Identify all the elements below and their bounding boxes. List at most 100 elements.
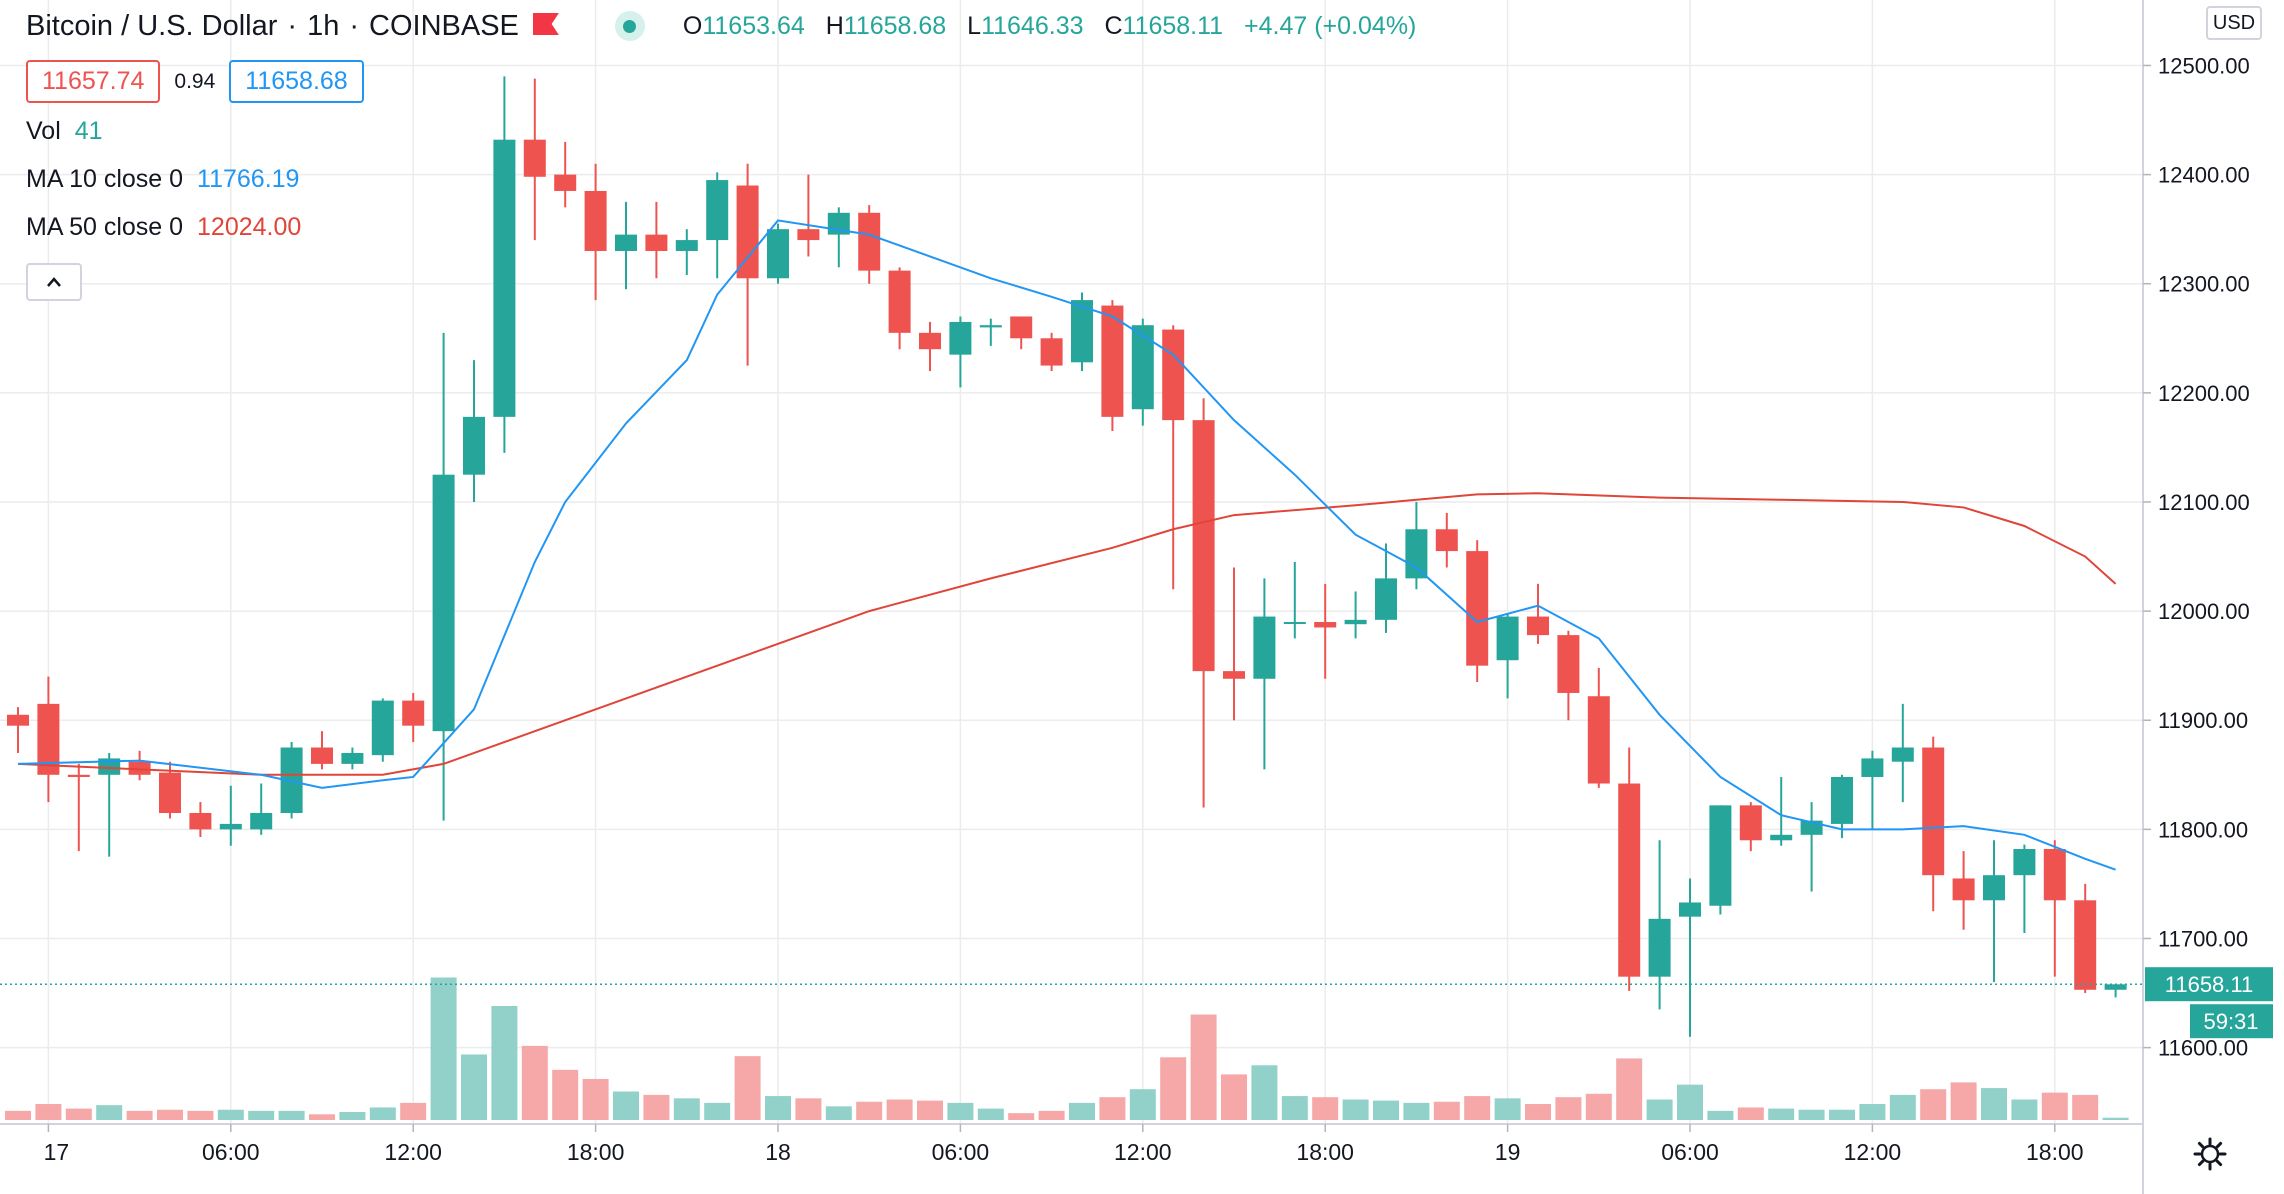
- buy-price-button[interactable]: 11658.68: [229, 60, 364, 103]
- candle-body: [1435, 529, 1458, 552]
- currency-button[interactable]: USD: [2206, 6, 2262, 40]
- volume-bar: [217, 1109, 244, 1120]
- high-label: H: [825, 11, 844, 40]
- volume-bar: [1585, 1093, 1612, 1120]
- volume-bar: [126, 1110, 153, 1120]
- volume-bar: [886, 1099, 913, 1120]
- candle-body: [2013, 849, 2036, 876]
- ma50-line: [17, 492, 2117, 776]
- volume-bar: [673, 1098, 700, 1120]
- volume-bar: [734, 1056, 761, 1120]
- close-value: 11658.11: [1122, 11, 1224, 40]
- open-value: 11653.64: [702, 11, 805, 40]
- time-axis[interactable]: 17 06:00 12:00 18:00 18 06:00 12:00 18:00 19 06:0…: [44, 1124, 2084, 1165]
- candle-body: [1405, 529, 1428, 579]
- volume-bar: [1646, 1099, 1673, 1120]
- volume-bar: [1190, 1014, 1217, 1120]
- volume-bar: [35, 1104, 62, 1120]
- last-price-label: 11658.11 59:31: [2145, 967, 2273, 1039]
- volume-bar: [1373, 1100, 1399, 1120]
- price-tick-label: 11800.00: [2158, 817, 2248, 842]
- candle-body: [432, 474, 455, 732]
- high-value: 11658.68: [843, 11, 947, 40]
- candle-body: [1891, 747, 1914, 762]
- volume-bar: [1433, 1101, 1460, 1120]
- candle-body: [706, 180, 729, 241]
- candle-body: [1344, 619, 1367, 625]
- last-price-value: 11658.11: [2165, 972, 2254, 997]
- volume-bar: [65, 1108, 92, 1120]
- volume-bar: [2041, 1092, 2068, 1120]
- sell-price-button[interactable]: 11657.74: [26, 60, 161, 103]
- volume-bar: [1251, 1065, 1278, 1120]
- candle-body: [7, 714, 29, 726]
- time-tick-label: 06:00: [1661, 1139, 1719, 1165]
- open-label: O: [682, 11, 703, 40]
- candle-body: [858, 212, 881, 271]
- volume-bar: [1525, 1104, 1551, 1120]
- volume-bars: [5, 977, 2129, 1120]
- volume-bar: [309, 1114, 335, 1120]
- volume-bar: [248, 1110, 275, 1120]
- candle-body: [949, 321, 972, 355]
- time-tick-label: 06:00: [202, 1139, 260, 1165]
- candle-body: [1587, 696, 1610, 784]
- candle-body: [1253, 616, 1276, 679]
- close-label: C: [1104, 11, 1123, 40]
- candle-body: [1648, 918, 1671, 977]
- interval[interactable]: 1h: [307, 9, 340, 42]
- volume-bar: [1889, 1094, 1916, 1120]
- candle-body: [2104, 984, 2127, 990]
- volume-bar: [278, 1110, 305, 1120]
- volume-bar: [1008, 1113, 1035, 1120]
- candle-body: [37, 703, 60, 775]
- volume-bar: [825, 1106, 852, 1120]
- candle-body: [1922, 747, 1945, 876]
- symbol-name[interactable]: Bitcoin / U.S. Dollar: [26, 9, 278, 42]
- candle-body: [1131, 325, 1154, 410]
- candle-body: [645, 234, 668, 251]
- candle-body: [554, 174, 577, 191]
- indicator-ma50[interactable]: MA 50 close 0 12024.00: [26, 213, 1430, 247]
- candle-body: [311, 747, 333, 764]
- separator: ·: [349, 9, 360, 42]
- volume-bar: [1129, 1089, 1156, 1120]
- candle-body: [1010, 316, 1033, 339]
- flag-icon[interactable]: [532, 13, 559, 35]
- volume-bar: [1312, 1097, 1339, 1120]
- volume-bar: [552, 1069, 579, 1120]
- volume-bar: [1950, 1082, 1977, 1120]
- price-tick-label: 12200.00: [2158, 381, 2250, 406]
- collapse-legend-button[interactable]: [26, 263, 82, 301]
- volume-bar: [1981, 1088, 2007, 1120]
- volume-bar: [96, 1105, 123, 1120]
- candle-body: [675, 240, 698, 251]
- candle-body: [159, 772, 181, 813]
- volume-bar: [1342, 1099, 1369, 1120]
- volume-bar: [339, 1112, 366, 1120]
- candle-body: [371, 700, 394, 756]
- candle-body: [1983, 875, 2005, 901]
- volume-bar: [977, 1108, 1004, 1120]
- ohlc-values: O11653.64 H11658.68 L11646.33 C11658.11 …: [683, 12, 1430, 41]
- candle-body: [2074, 900, 2097, 990]
- candle-body: [919, 332, 941, 350]
- gear-icon[interactable]: [2190, 1134, 2230, 1174]
- volume-bar: [1798, 1109, 1825, 1120]
- indicator-vol[interactable]: Vol 41: [26, 117, 1430, 151]
- symbol-title-row: Bitcoin / U.S. Dollar · 1h · COINBASE O1…: [26, 6, 1430, 46]
- indicator-ma10[interactable]: MA 10 close 0 11766.19: [26, 165, 1430, 199]
- price-axis[interactable]: 11600.00 11700.00 11800.00 11900.00 12000.00…: [2143, 53, 2250, 1061]
- candle-body: [888, 270, 911, 333]
- candle-body: [1831, 776, 1853, 824]
- volume-bar: [491, 1006, 518, 1120]
- price-tick-label: 12000.00: [2158, 599, 2250, 624]
- candle-body: [128, 761, 151, 775]
- indicator-ma50-value: 12024.00: [197, 213, 302, 241]
- candle-body: [189, 812, 212, 830]
- candle-body: [402, 700, 425, 726]
- candle-body: [797, 229, 820, 241]
- volume-bar: [643, 1094, 670, 1120]
- legend: Bitcoin / U.S. Dollar · 1h · COINBASE O1…: [26, 6, 1430, 301]
